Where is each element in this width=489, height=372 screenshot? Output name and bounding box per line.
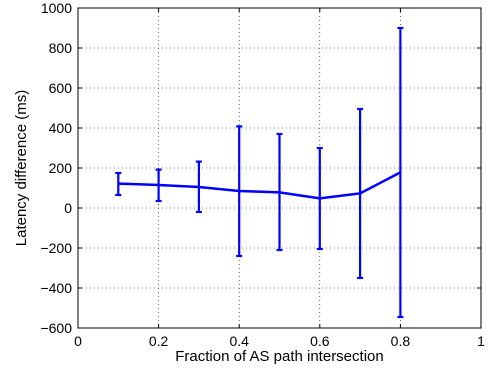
y-axis-label: Latency difference (ms)	[13, 90, 30, 246]
y-tick-label: 0	[64, 200, 72, 216]
y-tick-label: −400	[40, 280, 72, 296]
series-line	[118, 171, 401, 200]
y-tick-label: −600	[40, 320, 72, 336]
x-tick-label: 0.6	[310, 333, 330, 349]
y-tick-label: 200	[49, 160, 73, 176]
x-tick-label: 1	[477, 333, 485, 349]
axis-ticks	[77, 7, 482, 329]
y-tick-label: 600	[49, 80, 73, 96]
x-tick-labels: 0 0.2 0.4 0.6 0.8 1	[74, 333, 485, 349]
x-tick-label: 0	[74, 333, 82, 349]
x-axis-label: Fraction of AS path intersection	[175, 348, 383, 365]
x-tick-label: 0.2	[149, 333, 169, 349]
error-bars	[115, 26, 404, 319]
y-tick-label: 800	[49, 40, 73, 56]
y-tick-label: 400	[49, 120, 73, 136]
x-tick-label: 0.4	[229, 333, 249, 349]
y-tick-label: 1000	[41, 0, 72, 16]
y-tick-label: −200	[40, 240, 72, 256]
x-tick-label: 0.8	[391, 333, 411, 349]
y-tick-labels: −600 −400 −200 0 200 400 600 800 1000	[40, 0, 72, 336]
